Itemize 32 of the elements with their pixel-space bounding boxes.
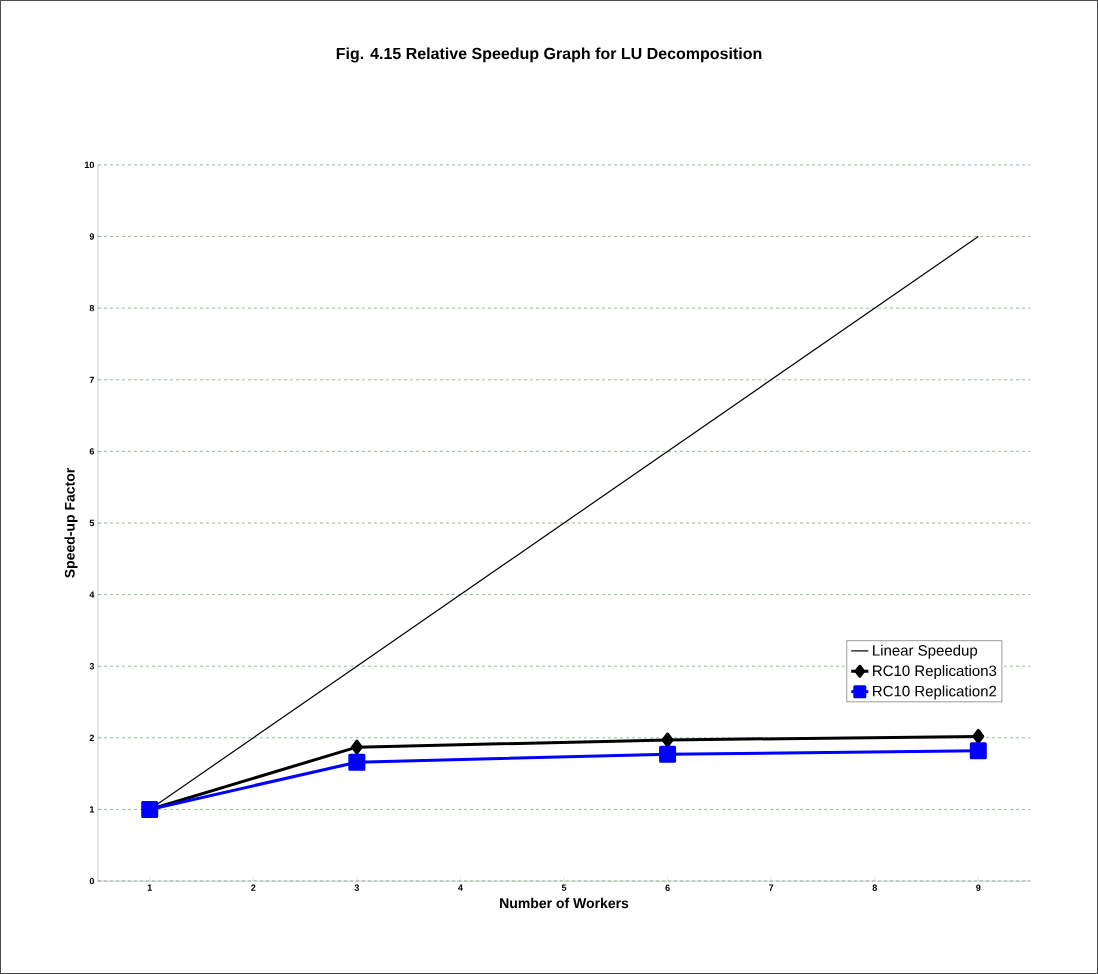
- y-tick-label: 6: [89, 448, 95, 455]
- y-tick-label: 8: [89, 304, 95, 312]
- y-tick-label: 3: [89, 663, 95, 670]
- x-tick-label: 6: [665, 884, 670, 891]
- y-tick-label: 9: [89, 233, 95, 240]
- y-tick-label: 1: [89, 806, 95, 813]
- point: [969, 742, 987, 760]
- point: [659, 745, 677, 763]
- x-tick-label: 5: [561, 884, 567, 891]
- point: [350, 739, 363, 755]
- y-axis-title: Speed-up Factor: [64, 467, 78, 578]
- x-tick-label: 1: [147, 884, 152, 891]
- y-tick-label: 4: [89, 591, 95, 598]
- legend-label: Linear Speedup: [873, 644, 978, 659]
- y-tick-label: 2: [89, 734, 95, 741]
- legend-label: RC10 Replication3: [873, 665, 997, 680]
- x-tick-label: 3: [354, 884, 360, 891]
- x-tick-label: 4: [458, 884, 463, 891]
- x-tick-label: 2: [251, 884, 256, 891]
- point: [348, 753, 366, 771]
- x-tick-label: 7: [769, 884, 774, 891]
- point: [661, 732, 674, 748]
- legend-label: RC10 Replication2: [873, 685, 997, 700]
- y-tick-label: 10: [84, 161, 95, 169]
- x-axis-title: Number of Workers: [500, 897, 629, 909]
- chart-title: Fig. 4.15 Relative Speedup Graph for LU Decomposition: [336, 47, 762, 63]
- x-tick-label: 8: [872, 884, 877, 891]
- y-tick-label: 7: [89, 376, 94, 383]
- y-tick-label: 0: [89, 877, 95, 885]
- point: [972, 728, 985, 744]
- y-tick-label: 5: [89, 519, 95, 527]
- x-tick-label: 9: [976, 884, 981, 891]
